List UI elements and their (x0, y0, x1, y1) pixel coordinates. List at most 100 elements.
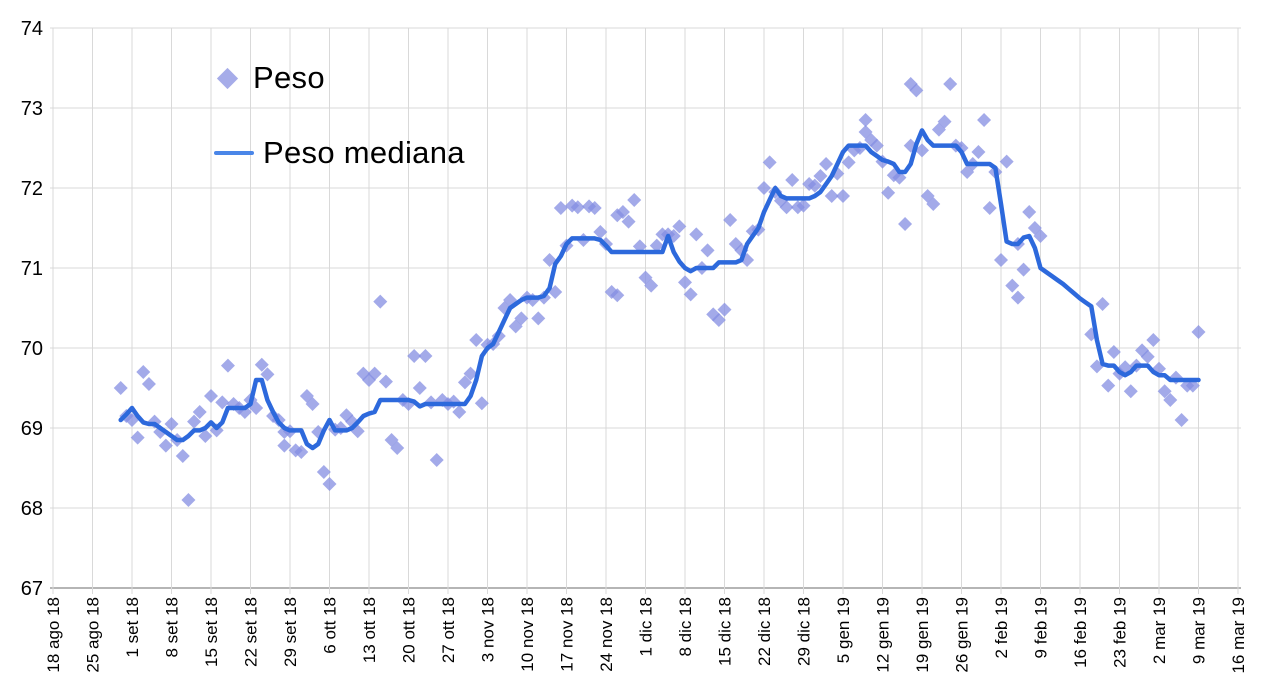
x-tick-label: 9 feb 19 (1032, 597, 1051, 658)
peso-point (305, 397, 320, 411)
peso-point (909, 83, 924, 98)
peso-point (644, 278, 659, 293)
x-tick-label: 8 set 18 (163, 597, 182, 658)
peso-point (796, 198, 811, 213)
peso-point (407, 349, 422, 363)
peso-point (1123, 384, 1138, 399)
peso-point (260, 367, 275, 382)
peso-point (378, 374, 393, 389)
peso-point (429, 453, 444, 467)
peso-point (762, 155, 777, 170)
peso-point (841, 155, 856, 170)
x-tick-label: 2 feb 19 (992, 597, 1011, 658)
x-tick-label: 9 mar 19 (1190, 597, 1209, 664)
x-tick-label: 12 gen 19 (874, 597, 893, 673)
mediana-line (118, 128, 1201, 451)
peso-point (294, 445, 309, 459)
peso-point (943, 77, 958, 91)
peso-point (1010, 290, 1025, 305)
peso-point (971, 145, 986, 159)
peso-point (1174, 413, 1189, 427)
peso-point (982, 201, 997, 215)
gridlines (50, 27, 1241, 594)
peso-point (813, 169, 828, 183)
peso-point (1157, 384, 1172, 399)
x-tick-label: 22 dic 18 (755, 597, 774, 666)
peso-point (130, 430, 145, 445)
peso-point (1101, 378, 1116, 393)
y-tick-label: 70 (21, 338, 43, 360)
peso-point (418, 349, 433, 363)
peso-point (999, 154, 1014, 169)
peso-point (779, 200, 794, 215)
peso-point (570, 200, 585, 215)
x-tick-label: 16 mar 19 (1229, 597, 1248, 674)
peso-point (457, 375, 472, 390)
peso-point (452, 405, 467, 419)
x-tick-label: 22 set 18 (242, 597, 261, 667)
peso-point (824, 189, 839, 203)
x-tick-label: 16 feb 19 (1071, 597, 1090, 668)
peso-point (994, 253, 1008, 267)
legend-label-mediana: Peso mediana (263, 135, 465, 170)
peso-point (474, 396, 489, 411)
peso-point (553, 201, 568, 215)
peso-diamond-icon (216, 67, 239, 89)
x-tick-label: 19 gen 19 (913, 597, 932, 673)
peso-point (836, 189, 850, 203)
peso-point (198, 429, 213, 443)
y-tick-label: 72 (21, 178, 43, 200)
peso-point (700, 243, 715, 258)
peso-point (937, 114, 952, 129)
x-tick-label: 8 dic 18 (676, 597, 695, 657)
y-tick-label: 69 (21, 418, 43, 440)
x-tick-label: 5 gen 19 (834, 597, 853, 663)
peso-point (881, 185, 896, 200)
peso-point (373, 294, 388, 309)
y-tick-label: 71 (21, 258, 43, 280)
legend-item-mediana: Peso mediana (214, 125, 465, 181)
peso-point (711, 313, 726, 327)
peso-point (204, 389, 218, 403)
peso-point (1005, 278, 1020, 293)
peso-point (113, 381, 128, 395)
peso-point (1146, 333, 1161, 347)
x-tick-label: 2 mar 19 (1150, 597, 1169, 664)
peso-point (819, 157, 834, 171)
peso-point (627, 193, 642, 207)
peso-point (915, 143, 929, 158)
peso-point (678, 275, 692, 290)
x-tick-label: 18 ago 18 (44, 597, 63, 673)
y-tick-label: 74 (21, 18, 43, 40)
peso-point (926, 197, 941, 211)
peso-point (858, 125, 873, 139)
peso-point (954, 141, 969, 155)
peso-point (649, 238, 664, 253)
peso-point (1191, 325, 1206, 339)
peso-point (858, 113, 873, 127)
peso-point (610, 288, 625, 303)
peso-point (141, 377, 156, 391)
peso-point (412, 381, 427, 395)
legend-item-peso: Peso (214, 50, 465, 106)
peso-point (164, 417, 179, 431)
peso-point (1140, 349, 1155, 364)
peso-point (469, 333, 484, 347)
y-tick-label: 73 (21, 98, 43, 120)
peso-point (463, 366, 478, 381)
x-tick-label: 29 set 18 (281, 597, 300, 667)
x-tick-label: 17 nov 18 (558, 597, 577, 672)
peso-point (593, 225, 608, 239)
peso-point (220, 358, 235, 373)
x-tick-label: 1 dic 18 (637, 597, 656, 657)
peso-point (316, 465, 331, 479)
x-tick-label: 27 ott 18 (439, 597, 458, 663)
peso-point (898, 217, 913, 231)
peso-point (621, 214, 636, 229)
peso-point (1163, 393, 1178, 407)
x-tick-label: 29 dic 18 (795, 597, 814, 666)
peso-point (531, 311, 546, 326)
peso-point (672, 219, 687, 234)
